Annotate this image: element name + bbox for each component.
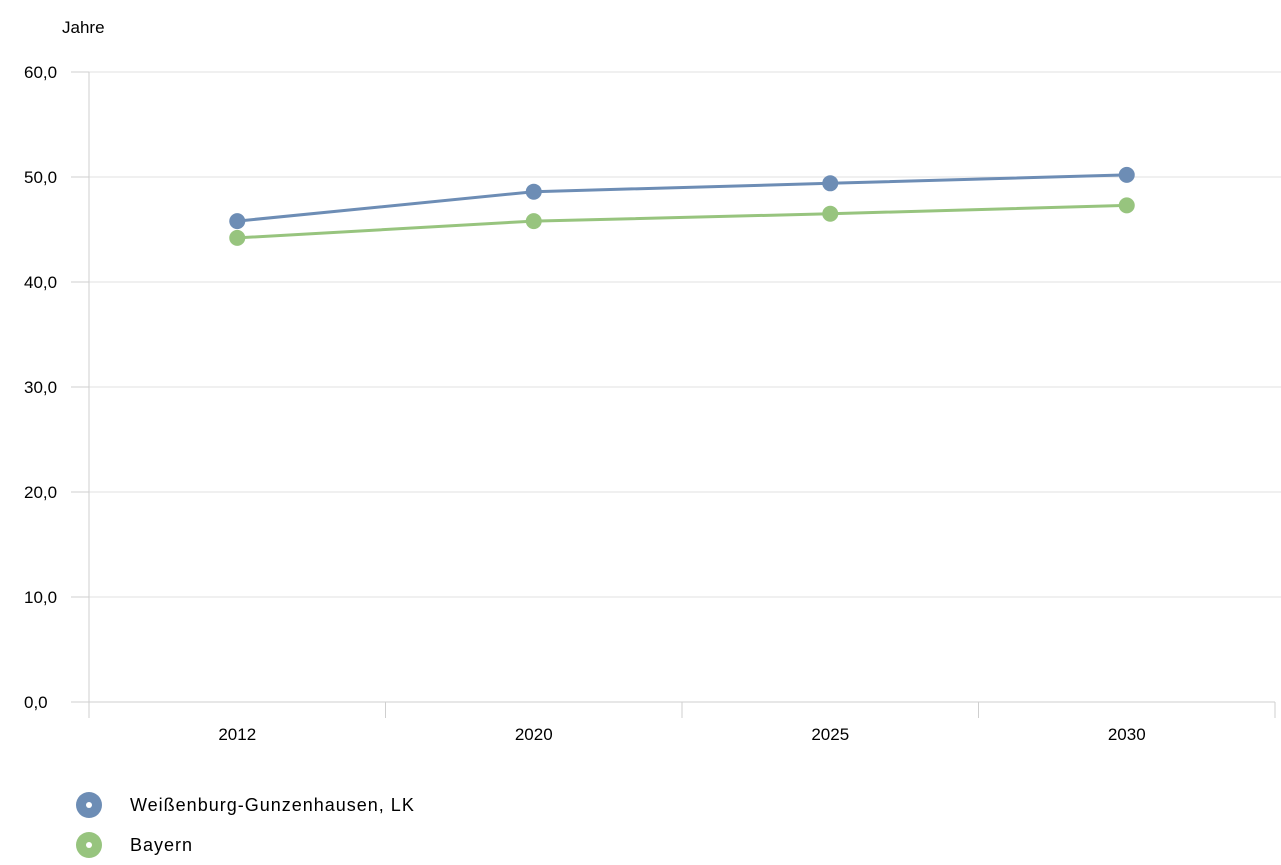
line-chart: Jahre 0,010,020,030,040,050,060,0 2012 20… [24, 18, 1281, 744]
data-point[interactable] [1118, 197, 1135, 214]
data-point[interactable] [525, 213, 542, 230]
y-tick-label: 10,0 [24, 588, 57, 607]
legend-label: Weißenburg-Gunzenhausen, LK [130, 794, 415, 815]
y-tick-label: 0,0 [24, 693, 48, 712]
data-point[interactable] [229, 229, 246, 246]
legend-item-series-2[interactable]: Bayern [76, 825, 415, 865]
y-tick-label: 50,0 [24, 168, 57, 187]
series-group [229, 166, 1135, 246]
y-tick-label: 40,0 [24, 273, 57, 292]
legend-marker-icon [76, 792, 102, 818]
y-tick-label: 30,0 [24, 378, 57, 397]
x-tick-label: 2030 [1108, 725, 1146, 744]
data-point[interactable] [525, 183, 542, 200]
y-tick-label: 20,0 [24, 483, 57, 502]
x-tick-label: 2025 [811, 725, 849, 744]
legend-item-series-1[interactable]: Weißenburg-Gunzenhausen, LK [76, 785, 415, 825]
legend-label: Bayern [130, 834, 194, 855]
x-axis: 2012 2020 2025 2030 [88, 72, 1276, 744]
series-line [237, 203, 1127, 240]
data-point[interactable] [822, 205, 839, 222]
legend-marker-icon [76, 832, 102, 858]
data-point[interactable] [1118, 166, 1135, 183]
gridlines [89, 71, 1281, 598]
x-tick-label: 2012 [218, 725, 256, 744]
y-axis-title: Jahre [62, 18, 105, 37]
x-tick-label: 2020 [515, 725, 553, 744]
data-point[interactable] [229, 213, 246, 230]
data-point[interactable] [822, 175, 839, 192]
series-line [237, 173, 1127, 223]
legend: Weißenburg-Gunzenhausen, LK Bayern [76, 785, 415, 865]
y-tick-label: 60,0 [24, 63, 57, 82]
y-axis-ticks: 0,0 10,0 20,0 30,0 40,0 50,0 60,0 [24, 63, 89, 712]
